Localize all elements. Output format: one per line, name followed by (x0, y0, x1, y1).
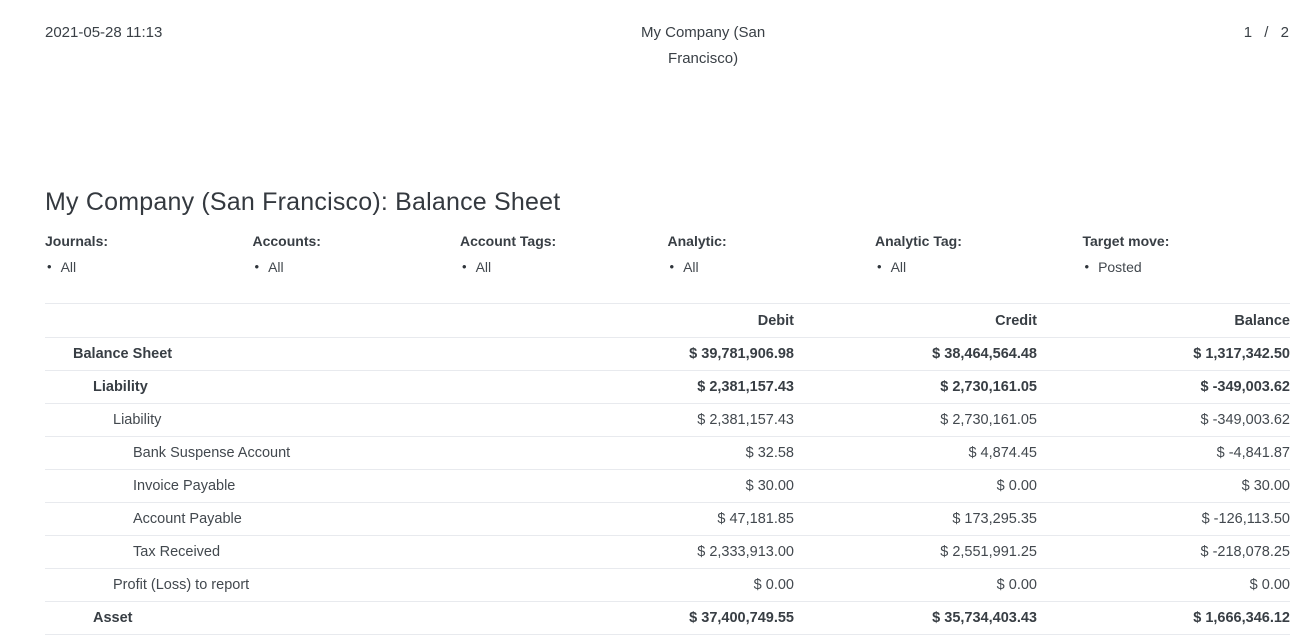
row-label-cell: Tax Received (45, 535, 551, 569)
filter-group-analytic-tag: Analytic Tag: • All (875, 233, 1083, 275)
credit-cell: $ 35,734,403.43 (794, 601, 1037, 635)
row-label: Tax Received (133, 544, 221, 560)
credit-cell: $ 0.00 (794, 469, 1037, 503)
balance-sheet-table: Debit Credit Balance Balance Sheet $ 39,781… (45, 303, 1290, 635)
table-body: Balance Sheet $ 39,781,906.98 $ 38,464,564… (45, 337, 1290, 635)
table-row-profit-loss-to-report: Profit (Loss) to report $ 0.00 $ 0.00 $ 0.0… (45, 568, 1290, 602)
debit-cell: $ 30.00 (551, 469, 794, 503)
row-label: Asset (93, 610, 133, 626)
print-datetime: 2021-05-28 11:13 (45, 24, 163, 41)
row-label: Liability (113, 412, 162, 428)
filter-value: • All (253, 259, 461, 275)
balance-cell: $ -4,841.87 (1037, 436, 1290, 470)
credit-cell: $ 173,295.35 (794, 502, 1037, 536)
filter-value-text: All (475, 259, 492, 275)
row-label-cell: Liability (45, 370, 551, 404)
bullet-icon: • (254, 259, 260, 274)
row-label: Liability (93, 379, 148, 395)
balance-sheet-table-wrap: Debit Credit Balance Balance Sheet $ 39,781… (45, 303, 1290, 635)
debit-cell: $ 2,381,157.43 (551, 370, 794, 404)
debit-cell: $ 2,381,157.43 (551, 403, 794, 437)
filter-group-target-move: Target move: • Posted (1083, 233, 1291, 275)
page-header: 2021-05-28 11:13 My Company (San Francis… (45, 24, 1290, 72)
filter-value-text: All (683, 259, 699, 275)
balance-cell: $ -126,113.50 (1037, 502, 1290, 536)
table-row-tax-received: Tax Received $ 2,333,913.00 $ 2,551,991.25… (45, 535, 1290, 569)
filter-label: Target move: (1082, 233, 1170, 249)
debit-cell: $ 32.58 (551, 436, 794, 470)
table-header-row: Debit Credit Balance (45, 303, 1290, 338)
table-header: Debit Credit Balance (45, 303, 1290, 338)
filter-label: Account Tags: (460, 233, 557, 249)
row-label-cell: Balance Sheet (45, 337, 551, 371)
filter-label: Journals: (45, 233, 109, 249)
report-title: My Company (San Francisco): Balance Shee… (45, 188, 561, 216)
bullet-icon: • (1084, 259, 1090, 274)
bullet-icon: • (462, 259, 467, 274)
table-row-invoice-payable: Invoice Payable $ 30.00 $ 0.00 $ 30.00 (45, 469, 1290, 503)
credit-cell: $ 0.00 (794, 568, 1037, 602)
filter-value-text: All (268, 259, 284, 275)
debit-cell: $ 47,181.85 (551, 502, 794, 536)
filter-label: Analytic: (667, 233, 727, 249)
debit-cell: $ 39,781,906.98 (551, 337, 794, 371)
filter-group-analytic: Analytic: • All (668, 233, 876, 275)
filter-value-text: All (60, 259, 77, 275)
filter-value: • All (460, 259, 668, 275)
filter-group-account-tags: Account Tags: • All (460, 233, 668, 275)
filter-group-journals: Journals: • All (45, 233, 253, 275)
debit-cell: $ 0.00 (551, 568, 794, 602)
filter-group-accounts: Accounts: • All (253, 233, 461, 275)
row-label: Profit (Loss) to report (113, 577, 250, 593)
filter-value: • All (875, 259, 1083, 275)
row-label-cell: Account Payable (45, 502, 551, 536)
row-label-cell: Profit (Loss) to report (45, 568, 551, 602)
balance-cell: $ -349,003.62 (1037, 403, 1290, 437)
filter-value: • Posted (1083, 259, 1291, 275)
row-label: Account Payable (133, 511, 242, 527)
bullet-icon: • (877, 259, 882, 274)
row-label-cell: Liability (45, 403, 551, 437)
balance-cell: $ -218,078.25 (1037, 535, 1290, 569)
column-header-credit: Credit (794, 303, 1037, 338)
column-header-balance: Balance (1037, 303, 1290, 338)
filter-label: Accounts: (252, 233, 321, 249)
row-label-cell: Invoice Payable (45, 469, 551, 503)
balance-cell: $ -349,003.62 (1037, 370, 1290, 404)
filter-value-text: All (890, 259, 907, 275)
row-label: Balance Sheet (73, 346, 173, 362)
credit-cell: $ 2,730,161.05 (794, 370, 1037, 404)
row-label: Bank Suspense Account (133, 445, 291, 461)
bullet-icon: • (669, 259, 675, 274)
balance-cell: $ 1,666,346.12 (1037, 601, 1290, 635)
filter-value: • All (45, 259, 253, 275)
table-row-account-payable: Account Payable $ 47,181.85 $ 173,295.35 $ … (45, 502, 1290, 536)
credit-cell: $ 2,730,161.05 (794, 403, 1037, 437)
bullet-icon: • (47, 259, 52, 274)
table-row-bank-suspense-account: Bank Suspense Account $ 32.58 $ 4,874.45 $ … (45, 436, 1290, 470)
table-row-liability: Liability $ 2,381,157.43 $ 2,730,161.05 $ -… (45, 403, 1290, 437)
row-label-cell: Bank Suspense Account (45, 436, 551, 470)
debit-cell: $ 2,333,913.00 (551, 535, 794, 569)
credit-cell: $ 38,464,564.48 (794, 337, 1037, 371)
credit-cell: $ 2,551,991.25 (794, 535, 1037, 569)
filters: Journals: • All Accounts: • All Account Tags: •… (45, 233, 1290, 275)
credit-cell: $ 4,874.45 (794, 436, 1037, 470)
balance-cell: $ 0.00 (1037, 568, 1290, 602)
header-company-name: My Company (San Francisco) (640, 24, 766, 67)
debit-cell: $ 37,400,749.55 (551, 601, 794, 635)
balance-cell: $ 1,317,342.50 (1037, 337, 1290, 371)
row-label: Invoice Payable (133, 478, 236, 494)
filter-value-text: Posted (1098, 259, 1142, 275)
column-header-debit: Debit (551, 303, 794, 338)
balance-cell: $ 30.00 (1037, 469, 1290, 503)
table-row-balance-sheet: Balance Sheet $ 39,781,906.98 $ 38,464,564… (45, 337, 1290, 371)
filter-label: Analytic Tag: (875, 233, 962, 249)
column-header-name (45, 303, 551, 338)
table-row-asset: Asset $ 37,400,749.55 $ 35,734,403.43 $ 1,6… (45, 601, 1290, 635)
page-indicator: 1 / 2 (1243, 24, 1290, 41)
filter-value: • All (668, 259, 876, 275)
table-row-liability: Liability $ 2,381,157.43 $ 2,730,161.05 $ -… (45, 370, 1290, 404)
row-label-cell: Asset (45, 601, 551, 635)
